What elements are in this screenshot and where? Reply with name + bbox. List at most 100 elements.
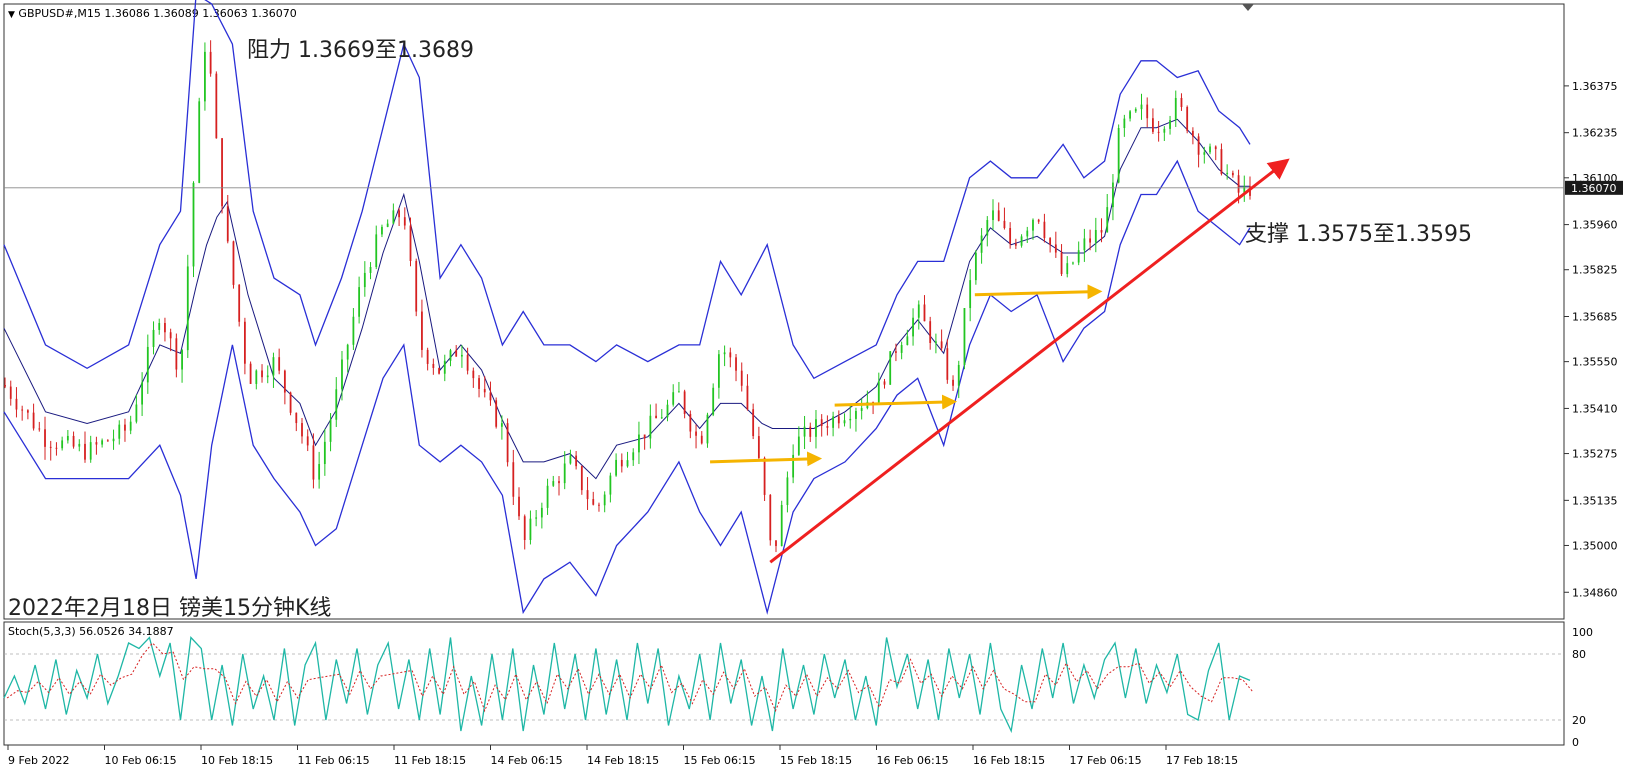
candle-body [1003,220,1006,229]
candle-body [312,445,315,480]
candle-body [72,435,75,447]
stochastic-indicator: 100 80 20 0 [3,626,1593,749]
candle-body [352,316,355,345]
time-tick-label: 14 Feb 06:15 [491,754,563,767]
candle-body [678,391,680,393]
candle-body [1169,120,1171,129]
candle-body [683,391,686,414]
candle-body [78,443,81,447]
candle-body [398,210,400,218]
candle-body [780,505,783,547]
candle-body [969,280,972,309]
collapse-arrow-icon[interactable]: ▼ [8,10,15,20]
candle-body [164,322,166,333]
shift-marker-icon[interactable] [1242,4,1254,11]
candle-body [1163,128,1166,133]
time-tick-label: 10 Feb 06:15 [105,754,177,767]
candle-body [141,382,143,405]
candle-body [763,457,766,495]
candle-body [323,441,326,465]
candle-body [272,357,275,376]
candle-body [940,341,943,349]
candle-body [283,370,286,393]
candle-body [592,499,595,505]
candle-body [615,459,617,476]
candle-body [198,101,201,183]
candle-body [620,459,623,467]
support-annotation: 支撑 1.3575至1.3595 [1245,222,1472,247]
bollinger-upper-line [3,0,1251,380]
time-tick-label: 15 Feb 06:15 [684,754,756,767]
candle-body [769,494,772,541]
candle-body [957,364,960,386]
candle-body [849,418,852,421]
candle-body [301,423,303,437]
support-arrow [834,394,958,410]
candle-body [820,419,823,427]
candle-body [912,317,914,337]
candle-body [1140,104,1143,110]
candle-body [135,404,138,422]
candle-body [1129,111,1131,119]
candle-body [466,354,469,371]
candle-body [1037,219,1040,222]
candle-body [775,540,777,547]
support-arrow [710,451,823,467]
time-tick-label: 17 Feb 06:15 [1070,754,1142,767]
candle-body [49,446,52,448]
candle-body [986,220,989,236]
candle-body [740,370,743,386]
candle-body [1203,152,1206,155]
candle-body [900,345,903,353]
candle-body [997,210,1000,221]
candle-body [192,182,195,267]
price-tick-label: 1.35550 [1572,356,1618,369]
candle-body [695,431,697,436]
candle-body [158,322,161,330]
candle-body [540,507,543,518]
candle-body [335,389,338,420]
candle-body [1214,146,1217,150]
candle-body [1083,238,1086,251]
candle-body [381,226,383,235]
candle-body [609,475,612,495]
candle-body [329,419,332,442]
candle-body [375,234,378,268]
candle-body [518,496,520,517]
candle-body [1220,149,1223,174]
candle-body [626,460,629,467]
candle-body [809,426,812,437]
candle-body [586,490,589,500]
candle-body [1209,146,1211,153]
candle-body [415,260,418,312]
candle-body [598,504,600,506]
candle-body [792,454,795,478]
candle-body [249,363,252,384]
candle-body [363,272,366,288]
price-tick-label: 1.35685 [1572,311,1618,324]
candle-body [1077,250,1080,263]
candle-body [649,415,652,439]
candle-body [746,385,749,410]
candle-body [106,440,109,442]
support-trendline [769,158,1290,564]
indicator-label: Stoch(5,3,3) 56.0526 34.1887 [8,625,174,638]
stoch-level-label: 0 [1572,736,1579,749]
candle-body [843,420,846,424]
candle-body [666,404,669,418]
candle-body [461,354,463,357]
candle-body [89,442,92,460]
candle-body [643,434,646,439]
candle-body [712,387,715,415]
candle-body [1152,118,1154,132]
time-tick-label: 11 Feb 06:15 [298,754,370,767]
stoch-level-label: 80 [1572,648,1586,661]
support-arrow [974,284,1103,300]
candle-body [261,370,263,378]
candle-body [1243,186,1246,193]
candle-body [883,381,886,385]
candle-body [935,341,937,343]
price-tick-label: 1.34860 [1572,586,1618,599]
candle-body [786,477,789,506]
